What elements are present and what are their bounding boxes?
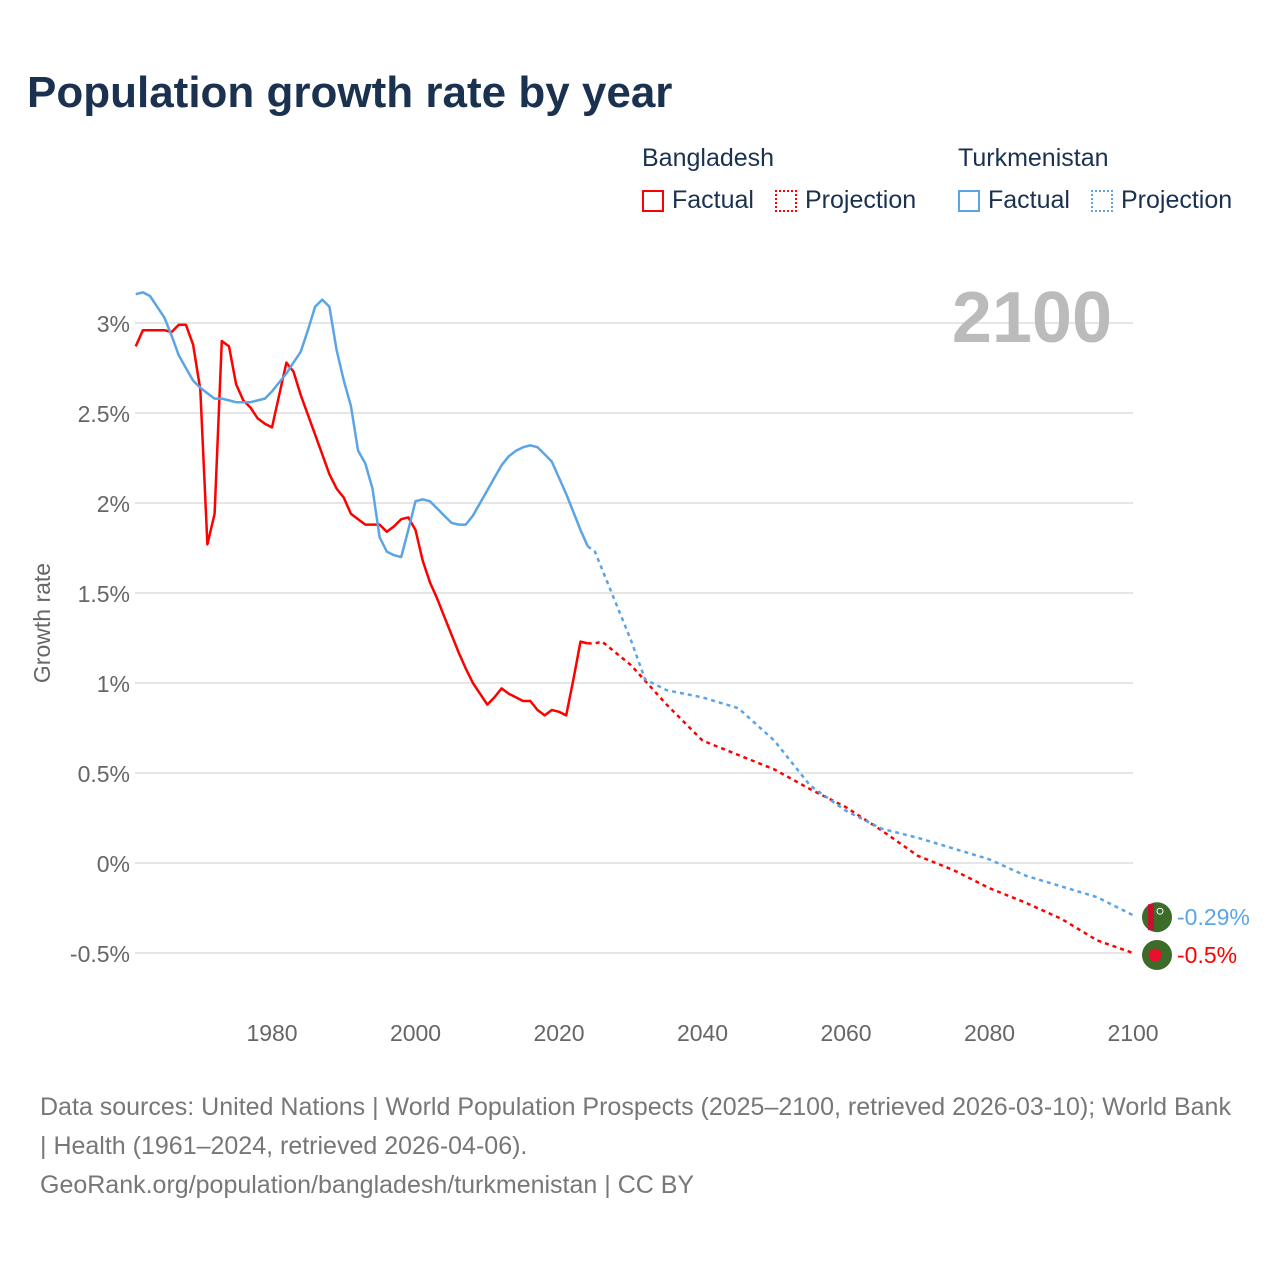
legend-label: Projection — [805, 186, 917, 214]
legend-bangladesh: Bangladesh Factual Projection — [642, 144, 916, 214]
dotted-swatch-icon — [775, 189, 797, 212]
x-tick-label: 2040 — [677, 1020, 728, 1046]
x-tick-label: 2080 — [964, 1020, 1015, 1046]
legend-group-title: Bangladesh — [642, 144, 775, 172]
y-tick-label: 3% — [97, 311, 130, 337]
chart-title: Population growth rate by year — [27, 68, 673, 117]
y-tick-label: 1% — [97, 671, 130, 697]
y-tick-label: 0.5% — [78, 761, 130, 787]
x-tick-label: 1980 — [246, 1020, 297, 1046]
legend-turkmenistan: Turkmenistan Factual Projection — [958, 144, 1232, 214]
y-tick-label: 0% — [97, 851, 130, 877]
y-axis-label: Growth rate — [29, 563, 55, 683]
flag-turkmenistan-icon — [1142, 902, 1172, 933]
data-sources-text: Data sources: United Nations | World Pop… — [40, 1093, 1231, 1160]
y-tick-label: 1.5% — [78, 581, 130, 607]
projection-line-bangladesh — [587, 640, 1134, 955]
solid-swatch-icon — [642, 189, 664, 212]
y-tick-label: 2% — [97, 491, 130, 517]
end-value-label-bangladesh: -0.5% — [1177, 942, 1237, 968]
legend-label: Projection — [1121, 186, 1233, 214]
y-tick-label: 2.5% — [78, 401, 130, 427]
x-tick-label: 2000 — [390, 1020, 441, 1046]
legend-label: Factual — [672, 186, 754, 214]
factual-line-turkmenistan — [135, 291, 589, 559]
flag-stripe-icon — [1148, 904, 1154, 931]
x-tick-label: 2020 — [533, 1020, 584, 1046]
legend-item-bangladesh-factual[interactable]: Factual — [642, 186, 754, 215]
legend-group-title: Turkmenistan — [958, 144, 1109, 172]
x-tick-label: 2060 — [820, 1020, 871, 1046]
legend-item-turkmenistan-factual[interactable]: Factual — [958, 186, 1070, 215]
x-tick-label: 2100 — [1107, 1020, 1158, 1046]
factual-line-bangladesh — [134, 323, 589, 717]
legend-item-turkmenistan-projection[interactable]: Projection — [1091, 186, 1232, 215]
attribution-link[interactable]: GeoRank.org/population/bangladesh/turkme… — [40, 1171, 695, 1199]
legend-item-bangladesh-projection[interactable]: Projection — [775, 186, 916, 215]
solid-swatch-icon — [958, 189, 980, 212]
flag-disc-icon — [1148, 948, 1162, 962]
dotted-swatch-icon — [1091, 189, 1113, 212]
sources-note: Data sources: United Nations | World Pop… — [40, 1088, 1240, 1205]
end-value-label-turkmenistan: -0.29% — [1177, 904, 1250, 930]
flag-crescent-icon — [1156, 907, 1164, 915]
projection-line-turkmenistan — [586, 545, 1134, 917]
y-tick-label: -0.5% — [70, 941, 130, 967]
year-indicator: 2100 — [952, 278, 1112, 358]
legend-label: Factual — [988, 186, 1070, 214]
